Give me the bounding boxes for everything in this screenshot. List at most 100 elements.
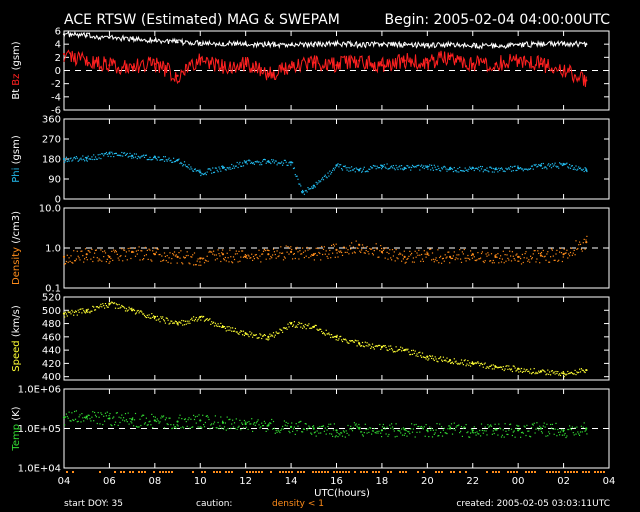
data-dot [306,429,308,431]
data-dot [156,248,158,250]
data-dot [577,247,579,250]
data-dot [238,333,240,335]
data-dot [552,428,554,430]
data-dot [520,370,522,372]
data-dot [68,160,70,162]
data-dot [114,251,116,253]
data-dot [370,166,372,168]
data-dot [152,158,154,160]
data-dot [298,321,300,323]
data-dot [490,425,493,427]
data-dot [198,414,200,416]
data-dot [189,263,191,265]
data-dot [530,436,532,438]
data-dot [173,322,176,324]
data-dot [162,260,164,262]
data-dot [157,319,159,321]
density-caution-marker [291,471,293,473]
data-dot [309,248,311,250]
data-dot [496,168,498,171]
data-dot [559,373,561,375]
data-dot [476,362,478,364]
data-dot [397,168,399,171]
data-dot [184,320,186,322]
data-dot [560,372,563,374]
data-dot [262,253,264,255]
data-dot [191,256,193,258]
data-dot [550,164,552,166]
data-dot [122,305,124,308]
data-dot [409,166,411,168]
data-dot [569,251,572,254]
data-dot [140,310,142,312]
density-caution-marker [318,471,320,473]
data-dot [540,252,542,255]
data-dot [104,153,107,155]
data-dot [146,314,148,316]
data-dot [325,176,327,178]
data-dot [485,430,487,432]
data-dot [579,431,582,433]
data-dot [473,363,475,365]
x-tick-label: 12 [239,476,252,487]
y-tick-label: 180 [42,155,61,166]
series-bz [62,49,588,88]
data-dot [366,170,368,172]
data-dot [412,349,414,351]
data-dot [88,250,90,252]
data-dot [437,165,439,167]
data-dot [343,246,345,248]
data-dot [426,355,428,357]
caution-label: caution: [196,499,232,509]
data-dot [189,427,191,429]
data-dot [89,418,91,420]
data-dot [66,315,68,317]
data-dot [212,322,214,324]
data-point [221,42,225,45]
data-point [244,255,247,258]
density-caution-marker [258,471,260,473]
data-dot [409,433,411,435]
data-dot [412,165,414,168]
data-dot [313,185,315,187]
data-dot [392,165,394,167]
data-dot [584,430,586,432]
data-dot [395,423,397,425]
data-dot [155,158,157,160]
data-dot [486,366,488,368]
y-tick-label: 1.0E+05 [18,424,61,435]
data-dot [302,189,304,192]
data-dot [292,258,294,260]
data-dot [565,436,567,439]
data-dot [241,330,243,332]
data-dot [438,262,440,264]
x-tick-label: 16 [330,476,343,487]
chart-title: ACE RTSW (Estimated) MAG & SWEPAM [64,12,340,28]
data-dot [489,425,491,427]
data-dot [569,372,572,374]
data-dot [91,416,93,418]
data-dot [177,159,179,161]
data-dot [322,253,324,256]
data-dot [193,320,196,322]
data-dot [79,308,81,310]
data-dot [194,318,196,320]
data-dot [355,167,357,169]
data-dot [554,428,556,430]
data-dot [578,433,580,435]
data-dot [272,420,275,423]
data-dot [479,429,481,432]
data-dot [110,302,112,304]
data-dot [166,317,168,319]
data-dot [115,412,117,414]
data-dot [255,254,257,256]
data-dot [101,306,103,308]
data-dot [360,167,362,169]
data-dot [493,432,495,435]
data-dot [119,307,121,309]
data-dot [181,163,183,165]
data-dot [288,430,290,432]
data-dot [232,256,235,258]
density-caution-marker [315,471,317,473]
data-dot [451,361,454,363]
